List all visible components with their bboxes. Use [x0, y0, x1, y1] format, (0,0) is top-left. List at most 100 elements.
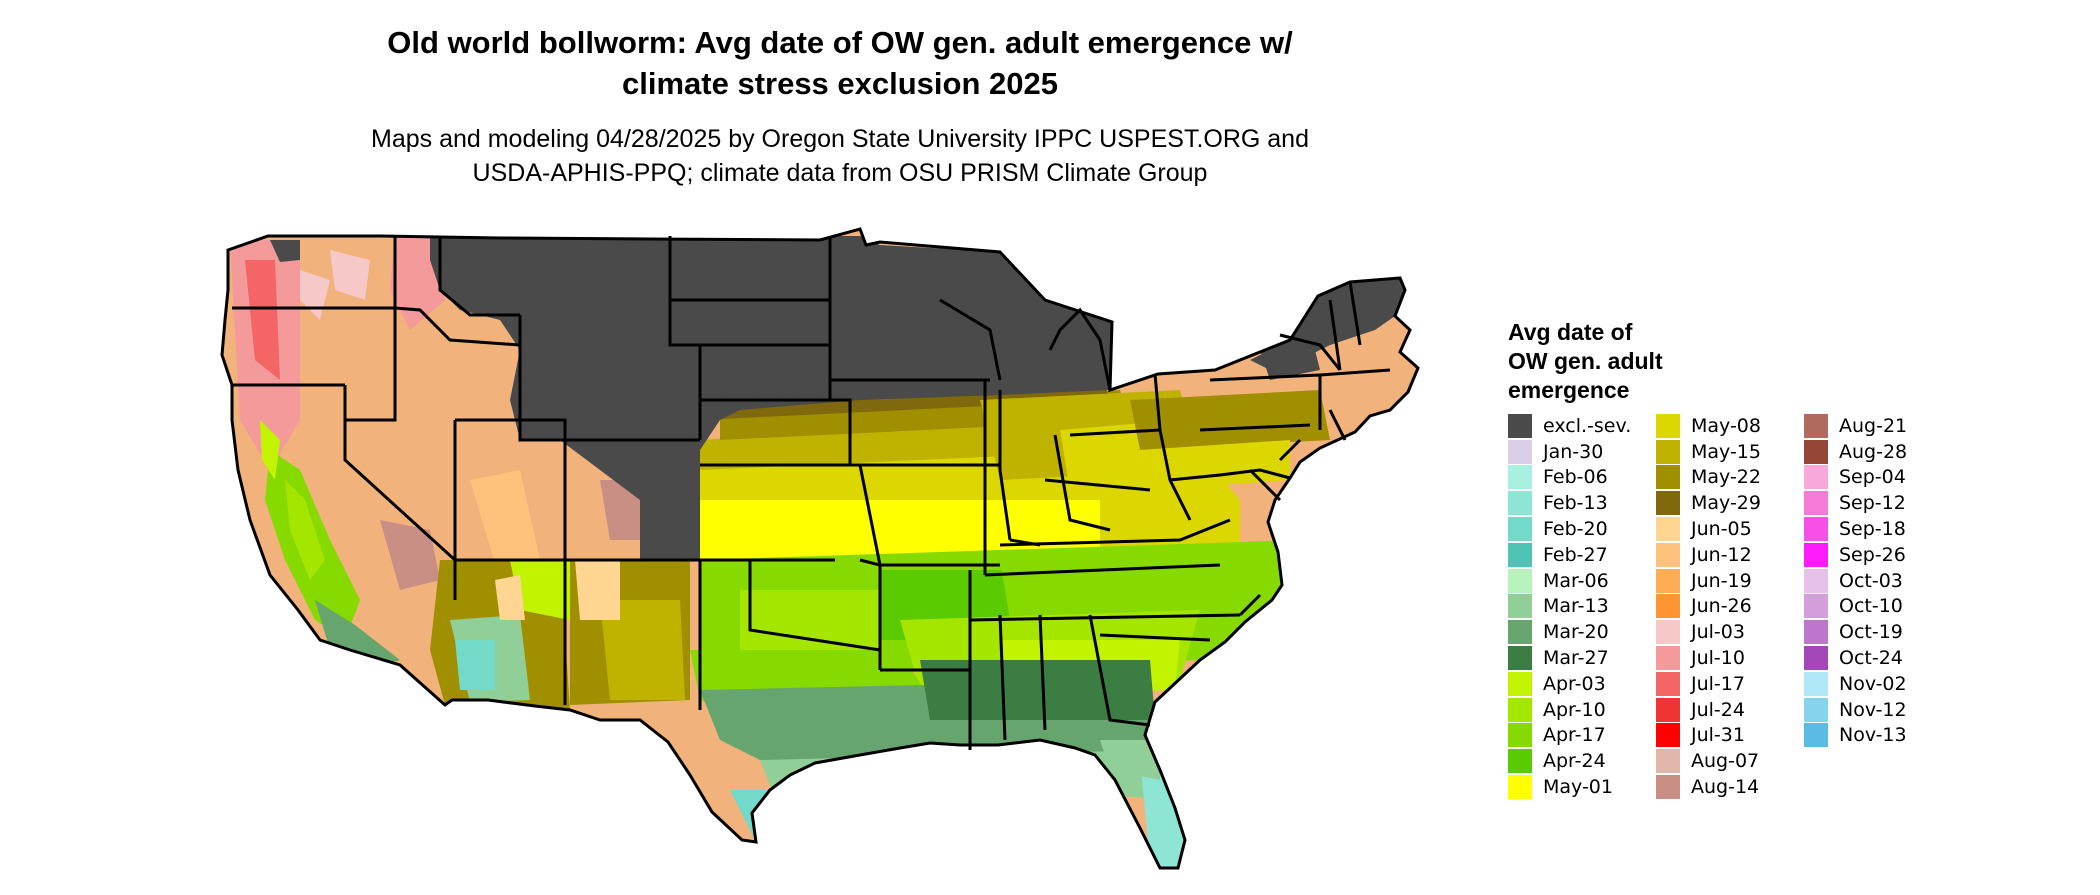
legend-item: Sep-04: [1804, 465, 1952, 491]
legend-swatch: [1508, 465, 1532, 490]
legend-title: Avg date of OW gen. adult emergence: [1508, 318, 1748, 405]
legend-label: Apr-17: [1543, 724, 1606, 747]
legend-label: Jul-10: [1691, 647, 1745, 670]
legend-label: Aug-07: [1691, 750, 1760, 773]
legend-item: May-08: [1656, 413, 1804, 439]
legend-swatch: [1656, 439, 1680, 464]
legend-item: Jul-24: [1656, 697, 1804, 723]
legend-label: excl.-sev.: [1543, 414, 1632, 437]
legend-label: Jun-12: [1691, 543, 1752, 566]
legend-label: May-01: [1543, 776, 1613, 799]
legend-item: Mar-06: [1508, 568, 1656, 594]
legend-swatch: [1508, 517, 1532, 542]
legend-item: Oct-03: [1804, 568, 1952, 594]
legend-items: excl.-sev. Jan-30 Feb-06 Feb-13 Feb-20 Feb-27…: [1508, 413, 1948, 800]
legend-swatch: [1804, 439, 1828, 464]
legend-swatch: [1508, 439, 1532, 464]
map-title-line-1: Old world bollworm: Avg date of OW gen. …: [387, 25, 1293, 60]
legend-swatch: [1804, 465, 1828, 490]
excluded-regions: [270, 236, 1405, 560]
legend-item: Jul-03: [1656, 619, 1804, 645]
legend-item: excl.-sev.: [1508, 413, 1656, 439]
legend-label: Sep-04: [1839, 466, 1906, 489]
legend-item: Apr-17: [1508, 723, 1656, 749]
legend-swatch: [1656, 517, 1680, 542]
legend-item: Nov-02: [1804, 671, 1952, 697]
legend-swatch: [1804, 723, 1828, 748]
legend-swatch: [1804, 491, 1828, 516]
legend-label: Apr-24: [1543, 750, 1606, 773]
legend-label: Apr-03: [1543, 672, 1606, 695]
legend-swatch: [1508, 568, 1532, 593]
legend-item: Sep-26: [1804, 542, 1952, 568]
legend-label: Jun-05: [1691, 518, 1752, 541]
legend-item: Mar-13: [1508, 594, 1656, 620]
legend-item: Feb-13: [1508, 490, 1656, 516]
legend-item: Jun-26: [1656, 594, 1804, 620]
legend-label: Aug-14: [1691, 776, 1760, 799]
legend-item: Feb-06: [1508, 465, 1656, 491]
legend-swatch: [1508, 594, 1532, 619]
legend-swatch: [1656, 697, 1680, 722]
map-subtitle-line-2: USDA-APHIS-PPQ; climate data from OSU PR…: [472, 159, 1208, 187]
legend-item: Nov-12: [1804, 697, 1952, 723]
legend-item: Jul-31: [1656, 723, 1804, 749]
legend-label: May-22: [1691, 466, 1761, 489]
legend-item: May-22: [1656, 465, 1804, 491]
legend-swatch: [1656, 775, 1680, 800]
legend-label: Feb-06: [1543, 466, 1608, 489]
legend-label: Jul-24: [1691, 698, 1745, 721]
legend-item: Aug-07: [1656, 748, 1804, 774]
legend-swatch: [1804, 671, 1828, 696]
legend-swatch: [1656, 465, 1680, 490]
map-title: Old world bollworm: Avg date of OW gen. …: [240, 22, 1440, 104]
legend-item: May-29: [1656, 490, 1804, 516]
legend-swatch: [1508, 671, 1532, 696]
legend-item: Sep-12: [1804, 490, 1952, 516]
legend-swatch: [1656, 620, 1680, 645]
legend-item: Mar-27: [1508, 645, 1656, 671]
legend-item: Sep-18: [1804, 516, 1952, 542]
legend-label: Jul-17: [1691, 672, 1745, 695]
legend-label: Sep-12: [1839, 492, 1906, 515]
legend-swatch: [1804, 413, 1828, 438]
legend-label: Feb-20: [1543, 518, 1608, 541]
legend-swatch: [1508, 749, 1532, 774]
legend-swatch: [1804, 542, 1828, 567]
legend-label: Apr-10: [1543, 698, 1606, 721]
legend-label: Aug-28: [1839, 440, 1908, 463]
legend-item: Aug-21: [1804, 413, 1952, 439]
legend-item: May-01: [1508, 774, 1656, 800]
legend-label: Nov-13: [1839, 724, 1907, 747]
map-legend: Avg date of OW gen. adult emergence excl…: [1508, 318, 1948, 800]
us-map: [220, 227, 1420, 870]
legend-label: Jun-26: [1691, 595, 1752, 618]
legend-swatch: [1804, 620, 1828, 645]
legend-swatch: [1508, 491, 1532, 516]
legend-item: Aug-14: [1656, 774, 1804, 800]
legend-swatch: [1508, 620, 1532, 645]
legend-label: Oct-24: [1839, 647, 1903, 670]
legend-swatch: [1656, 723, 1680, 748]
legend-item: Oct-10: [1804, 594, 1952, 620]
legend-label: Mar-27: [1543, 647, 1609, 670]
legend-item: Jan-30: [1508, 439, 1656, 465]
legend-item: Nov-13: [1804, 723, 1952, 749]
legend-swatch: [1804, 517, 1828, 542]
legend-swatch: [1656, 671, 1680, 696]
legend-label: Mar-20: [1543, 621, 1609, 644]
legend-swatch: [1656, 413, 1680, 438]
legend-swatch: [1804, 697, 1828, 722]
legend-item: Jun-05: [1656, 516, 1804, 542]
legend-label: Sep-18: [1839, 518, 1906, 541]
legend-swatch: [1804, 594, 1828, 619]
legend-swatch: [1804, 568, 1828, 593]
legend-swatch: [1656, 749, 1680, 774]
legend-item: Mar-20: [1508, 619, 1656, 645]
legend-label: May-29: [1691, 492, 1761, 515]
legend-label: Jul-31: [1691, 724, 1745, 747]
legend-label: May-08: [1691, 414, 1761, 437]
legend-label: Sep-26: [1839, 543, 1906, 566]
map-title-line-2: climate stress exclusion 2025: [622, 66, 1058, 101]
legend-item: Feb-27: [1508, 542, 1656, 568]
